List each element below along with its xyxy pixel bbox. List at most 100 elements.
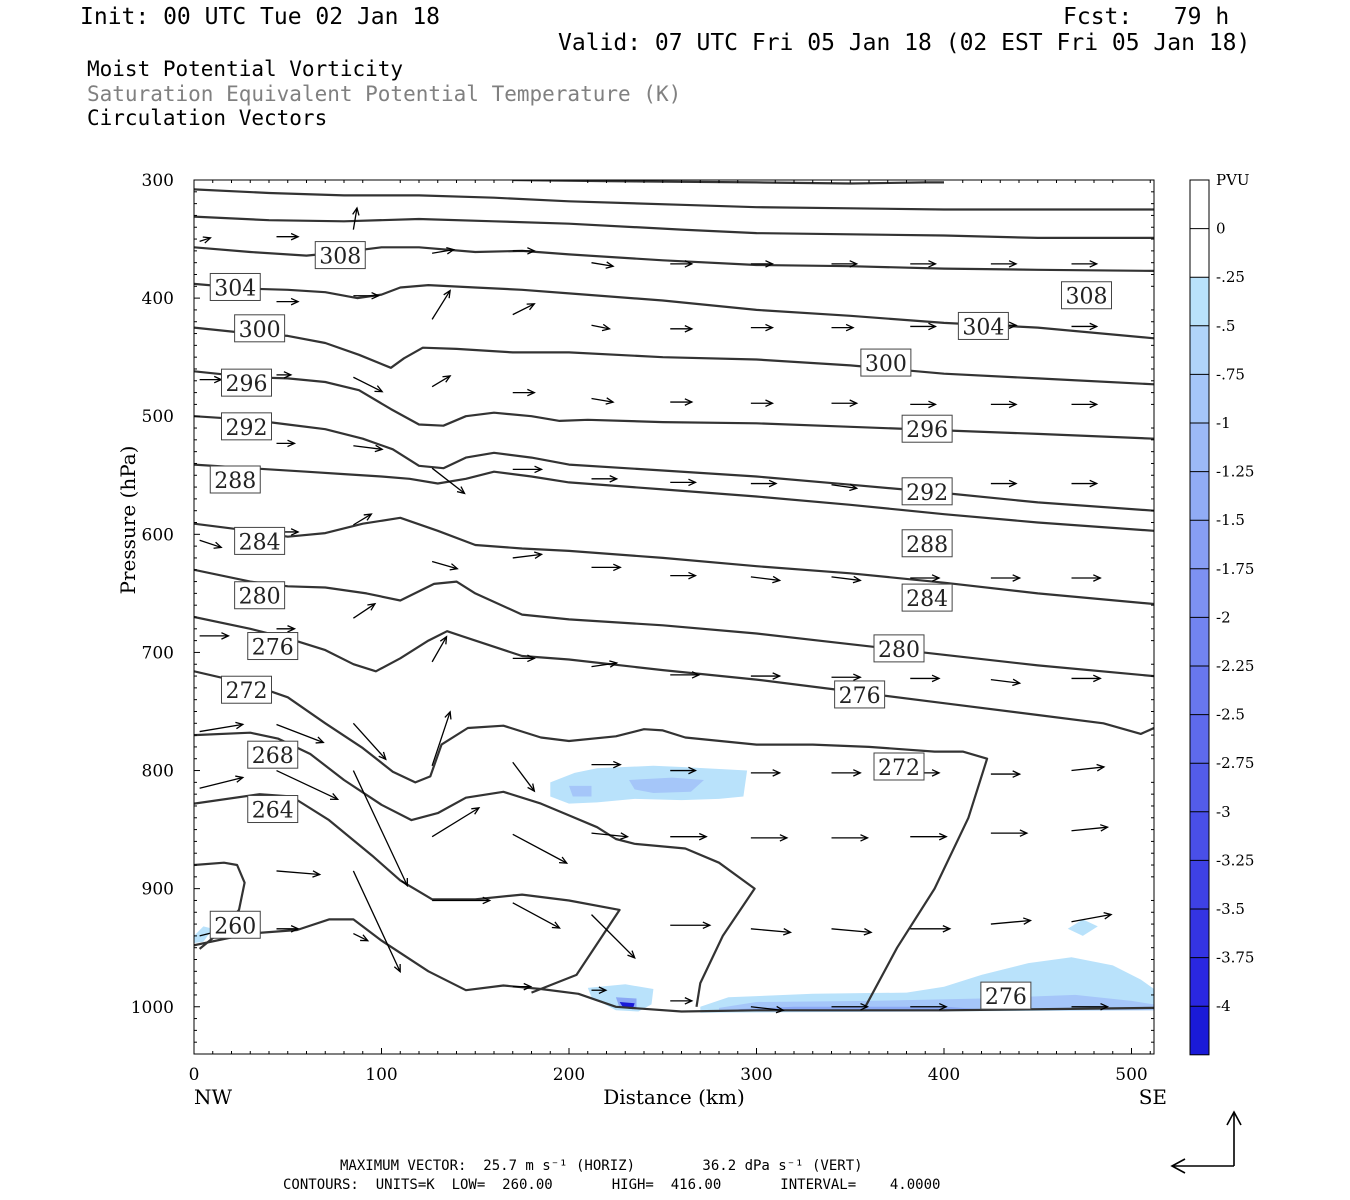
contour-label: 308 [314,241,366,270]
y-tick-label: 400 [142,289,174,309]
circulation-vector [910,400,938,409]
circulation-vector [831,1002,870,1011]
contour-label: 284 [901,583,953,612]
circulation-vector [352,770,409,888]
circulation-vector [910,574,941,582]
circulation-vector [1071,400,1099,409]
circulation-vector [670,478,698,487]
circulation-vector [1071,674,1102,683]
circulation-vector [1071,1002,1110,1011]
x-tick-label: 300 [740,1065,772,1085]
circulation-vector [1071,574,1102,582]
circulation-vector [512,247,536,255]
svg-text:288: 288 [906,533,948,558]
colorbar-swatch [1190,763,1209,812]
pv-region [629,777,704,793]
circulation-vector [199,632,230,640]
theta-e-contour-296 [194,415,1154,512]
theta-e-contour-276 [194,670,989,1008]
colorbar-swatch [1190,520,1209,569]
svg-text:264: 264 [252,799,294,824]
circulation-vector [591,261,615,269]
contour-label: 288 [209,465,261,494]
theta-e-contour-292 [194,463,1154,532]
circulation-vector [990,829,1029,837]
colorbar-swatch [1190,909,1209,958]
circulation-vector [750,672,782,680]
colorbar-label: -3.75 [1216,949,1254,967]
contour-info-note: CONTOURS: UNITS=K LOW= 260.00 HIGH= 416.… [283,1177,941,1193]
colorbar-label: -.75 [1216,365,1245,383]
svg-text:292: 292 [906,481,948,506]
circulation-vector [512,465,544,474]
colorbar-swatch [1190,714,1209,764]
circulation-vector [591,323,612,332]
circulation-vector [831,673,862,682]
colorbar-swatch [1190,860,1209,909]
colorbar-label: -2 [1216,608,1231,626]
circulation-vector [591,986,608,995]
contour-label: 276 [834,680,886,709]
theta-e-contour-300 [194,370,1154,440]
contour-label: 300 [860,348,912,377]
circulation-vector [1071,322,1099,331]
colorbar-swatch [1190,568,1209,618]
x-axis-title: Distance (km) [603,1085,745,1109]
y-axis-title: Pressure (hPa) [116,446,140,595]
colorbar-swatch [1190,277,1209,326]
circulation-vector [831,928,873,936]
circulation-vector [353,291,381,300]
svg-text:308: 308 [319,245,361,270]
svg-text:280: 280 [239,585,281,610]
circulation-vector [670,260,694,268]
theta-e-contour-304 [194,326,1154,386]
circulation-vector [353,513,373,526]
circulation-vector [199,539,223,549]
field-label-theta-e: Saturation Equivalent Potential Temperat… [87,82,682,106]
forecast-hour: Fcst: 79 h [1063,4,1230,30]
contour-label: 292 [221,412,272,441]
y-tick-label: 800 [142,762,174,782]
circulation-vector [199,721,245,733]
colorbar-swatch [1190,374,1209,423]
colorbar-label: -.25 [1216,268,1245,286]
circulation-vector [670,671,701,679]
colorbar-swatch [1190,180,1209,229]
theta-e-contour-308 [194,282,1154,340]
colorbar-label: -2.75 [1216,754,1254,772]
circulation-vector [199,236,212,244]
colorbar-swatch [1190,228,1209,278]
contour-label: 304 [957,311,1009,340]
svg-text:260: 260 [214,914,256,939]
svg-text:304: 304 [214,276,256,301]
circulation-vectors [199,206,1113,1014]
circulation-vector [512,902,561,929]
circulation-vector [199,375,223,384]
x-tick-label: 0 [189,1065,200,1085]
circulation-vector [353,376,384,393]
circulation-vector [512,982,533,991]
contour-label: 292 [901,477,953,506]
circulation-vector [431,289,451,320]
circulation-vector [670,766,698,775]
circulation-vector [990,678,1022,687]
x-tick-label: 200 [553,1065,585,1085]
svg-text:304: 304 [962,315,1004,340]
x-tick-label: 400 [928,1065,960,1085]
circulation-vector [591,914,636,959]
circulation-vector [1071,260,1099,268]
circulation-vector [276,925,300,933]
circulation-vector [670,921,712,930]
theta-e-contour-272 [194,731,756,1007]
circulation-vector [431,635,448,663]
circulation-vector [831,834,870,842]
colorbar-swatch [1190,423,1209,472]
circulation-vector [831,769,862,777]
pv-fills [194,765,1154,1013]
svg-text:308: 308 [1066,285,1108,310]
circulation-vector [750,1005,785,1014]
circulation-vector [512,654,536,663]
colorbar-label: -2.25 [1216,657,1254,675]
circulation-vector [750,834,789,842]
theta-e-contour-280 [194,615,1154,736]
